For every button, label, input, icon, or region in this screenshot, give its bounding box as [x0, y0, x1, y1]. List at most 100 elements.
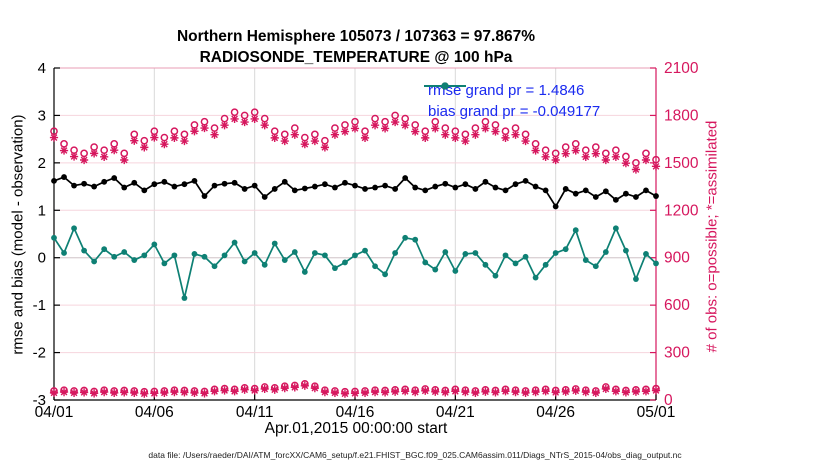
rmse-marker — [51, 177, 57, 184]
obs_assimilated-marker — [501, 133, 510, 142]
obs_assimilated-marker — [561, 149, 570, 158]
bias-marker — [332, 265, 338, 272]
data-file-path: data file: /Users/raeder/DAI/ATM_forcXX/… — [148, 450, 682, 460]
obs_possible-marker — [441, 124, 450, 132]
rmse-marker — [161, 178, 168, 185]
obs_possible-marker — [110, 140, 119, 148]
obs_possible-marker — [60, 140, 68, 148]
obs_possible-marker — [401, 114, 410, 123]
obs_assimilated-marker — [100, 152, 109, 161]
y-tick-label-left: 0 — [38, 250, 46, 267]
obs_count_lower_assimilated-marker — [551, 388, 560, 397]
bias-marker — [382, 271, 388, 278]
bias-marker — [452, 268, 459, 274]
obs_assimilated-marker — [140, 143, 149, 152]
rmse-marker — [522, 177, 529, 184]
obs_possible-marker — [220, 114, 229, 123]
obs_assimilated-marker — [601, 155, 610, 165]
obs_assimilated-marker — [59, 146, 69, 155]
obs_possible-marker — [601, 149, 610, 158]
obs_possible-marker — [501, 127, 510, 136]
obs_assimilated-marker — [280, 136, 289, 146]
rmse-marker — [362, 186, 368, 192]
rmse-marker — [422, 187, 429, 194]
obs_assimilated-marker — [631, 165, 641, 174]
obs_count_lower_assimilated-marker — [59, 387, 69, 397]
obs_count_lower_assimilated-marker — [80, 388, 89, 397]
bias-marker — [101, 246, 108, 253]
obs_assimilated-marker — [551, 155, 560, 165]
obs_assimilated-marker — [130, 136, 139, 145]
obs_assimilated-marker — [521, 136, 530, 146]
rmse-marker — [171, 183, 178, 190]
rmse-marker — [241, 186, 248, 192]
obs_possible-marker — [642, 149, 650, 158]
obs_assimilated-marker — [651, 162, 661, 171]
obs_possible-marker — [622, 152, 630, 161]
rmse-marker — [201, 193, 208, 199]
x-tick-label: 04/01 — [35, 404, 74, 421]
bias-marker — [623, 247, 629, 254]
rmse-marker — [623, 190, 629, 197]
obs_assimilated-marker — [541, 152, 550, 161]
rmse-marker — [492, 184, 499, 191]
rmse-marker — [582, 187, 589, 194]
series-obs_count_lower_assimilated — [49, 381, 661, 398]
obs_assimilated-marker — [160, 140, 169, 149]
obs_count_lower_assimilated-marker — [581, 387, 590, 397]
bias-marker — [221, 252, 228, 259]
bias-marker — [522, 253, 529, 260]
obs_count_lower_assimilated-marker — [280, 384, 289, 393]
y-tick-label-right: 0 — [664, 392, 673, 409]
obs_count_lower_assimilated-marker — [391, 387, 400, 396]
obs_count_lower_assimilated-marker — [651, 386, 661, 395]
bias-marker — [61, 250, 67, 256]
obs_assimilated-marker — [150, 133, 159, 142]
obs_count_lower_assimilated-marker — [120, 388, 129, 397]
bias-marker — [171, 252, 178, 259]
obs_assimilated-marker — [230, 114, 239, 124]
obs_assimilated-marker — [260, 121, 269, 130]
obs_assimilated-marker — [481, 124, 490, 133]
bias-marker — [241, 258, 248, 265]
y-tick-label-left: -1 — [33, 297, 46, 314]
obs_possible-marker — [591, 143, 600, 151]
obs_count_lower_assimilated-marker — [350, 389, 360, 398]
rmse-marker — [442, 180, 449, 187]
obs_count_lower_assimilated-marker — [130, 388, 139, 397]
obs_count_lower_assimilated-marker — [69, 388, 79, 397]
rmse-marker — [502, 187, 509, 194]
rmse-marker — [211, 182, 218, 189]
bias-marker — [201, 253, 208, 260]
obs_assimilated-marker — [180, 136, 189, 146]
bias-marker — [261, 261, 268, 268]
obs_count_lower_assimilated-marker — [240, 385, 249, 394]
obs_count_lower_assimilated-marker — [190, 388, 199, 397]
obs_assimilated-marker — [90, 149, 99, 158]
obs_assimilated-marker — [611, 152, 620, 161]
bias-marker — [231, 239, 238, 246]
obs_count_lower_assimilated-marker — [330, 388, 340, 397]
obs_assimilated-marker — [170, 133, 179, 142]
obs_possible-marker — [311, 130, 319, 139]
obs_assimilated-marker — [69, 152, 79, 161]
bias-marker — [643, 251, 649, 257]
rmse-marker — [462, 181, 469, 188]
axis-ticks: -3 -2 -1 0 1 2 3 4 0 300 600 900 1200 1500 1800 2100 04/… — [33, 60, 699, 421]
obs_count_lower_assimilated-marker — [220, 386, 229, 395]
bias-marker — [111, 253, 118, 260]
obs_possible-marker — [561, 143, 570, 151]
bias-marker — [301, 269, 308, 275]
obs_count_lower_assimilated-marker — [561, 387, 570, 396]
series-obs_possible — [50, 108, 660, 167]
rmse-marker — [251, 182, 258, 189]
bias-marker — [462, 251, 469, 257]
y-tick-label-left: 1 — [38, 202, 46, 219]
rmse-marker — [191, 177, 198, 184]
rmse-marker — [392, 186, 399, 192]
rmse-marker — [91, 183, 98, 190]
series-rmse — [51, 174, 659, 210]
y-tick-label-right: 1800 — [664, 107, 699, 124]
obs_assimilated-marker — [461, 136, 470, 146]
